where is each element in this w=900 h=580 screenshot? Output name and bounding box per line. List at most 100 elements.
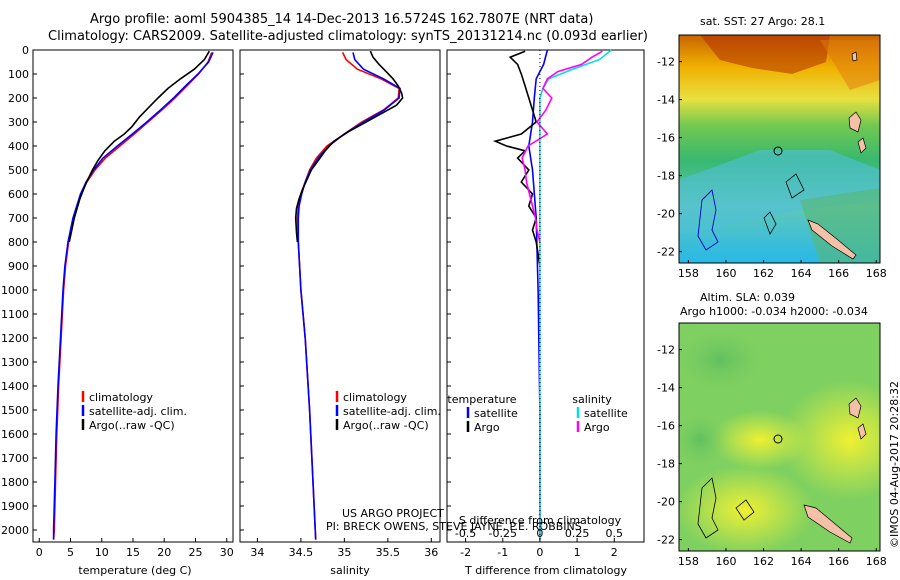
- differences-s-tick-label-4: 0.5: [606, 527, 624, 540]
- sst-green-patch: [800, 188, 880, 263]
- differences-xtick-label-4: 2: [611, 546, 618, 559]
- salinity-legend-label-2: Argo(..raw -QC): [343, 419, 429, 432]
- differences-legend-heading-3: salinity: [572, 393, 612, 406]
- sst-map-xtick-label-0: 158: [678, 267, 699, 280]
- sst-map-ytick-label-2: -16: [657, 132, 675, 145]
- depth-tick-label-13: 1300: [1, 356, 29, 369]
- depth-tick-label-20: 2000: [1, 524, 29, 537]
- depth-tick-label-12: 1200: [1, 332, 29, 345]
- depth-tick-label-15: 1500: [1, 404, 29, 417]
- salinity-xlabel: salinity: [330, 564, 370, 577]
- sla-map-xtick-label-0: 158: [678, 555, 699, 568]
- depth-tick-label-14: 1400: [1, 380, 29, 393]
- temperature-xtick-label-3: 15: [126, 546, 140, 559]
- sla-map-title: Altim. SLA: 0.039: [700, 291, 796, 304]
- temperature-legend-label-1: satellite-adj. clim.: [89, 405, 187, 418]
- sla-map-subtitle: Argo h1000: -0.034 h2000: -0.034: [680, 305, 868, 318]
- depth-tick-label-6: 600: [8, 188, 29, 201]
- sla-contour-west: [697, 477, 719, 539]
- temperature-series-2: [68, 50, 210, 243]
- depth-tick-label-17: 1700: [1, 452, 29, 465]
- sst-map-xtick-label-4: 166: [828, 267, 849, 280]
- sla-map-ytick-label-4: -20: [657, 496, 675, 509]
- difference-panel-frame: [446, 49, 645, 543]
- salinity-series-2: [294, 50, 404, 243]
- depth-tick-label-4: 400: [8, 140, 29, 153]
- differences-s-tick-label-3: 0.25: [565, 527, 590, 540]
- sst-contour-reef: [763, 173, 805, 235]
- salinity-panel-frame: [239, 49, 441, 543]
- salinity-xtick-label-3: 35.5: [376, 546, 401, 559]
- sla-map-ytick-label-0: -12: [657, 344, 675, 357]
- differences-series-3: [521, 50, 603, 243]
- sla-map-xtick-label-3: 164: [791, 555, 812, 568]
- differences-series-1: [492, 50, 541, 267]
- depth-tick-label-0: 0: [22, 44, 29, 57]
- sst-cool-band: [679, 150, 880, 235]
- depth-tick-label-11: 1100: [1, 308, 29, 321]
- depth-tick-label-8: 800: [8, 236, 29, 249]
- land-vanuatu-b: [857, 137, 867, 154]
- sla-land-vanuatu-b: [857, 423, 867, 440]
- sst-map-ytick-label-1: -14: [657, 94, 675, 107]
- temperature-xlabel: temperature (deg C): [78, 564, 191, 577]
- depth-tick-label-9: 900: [8, 260, 29, 273]
- salinity-xtick-label-0: 34: [250, 546, 264, 559]
- sla-contour-reef: [735, 499, 755, 521]
- sla-float-marker: [773, 434, 783, 444]
- sla-map-frame: [678, 322, 881, 552]
- sla-map-ytick-label-2: -16: [657, 420, 675, 433]
- depth-tick-label-7: 700: [8, 212, 29, 225]
- depth-tick-label-3: 300: [8, 116, 29, 129]
- temperature-xtick-label-6: 30: [220, 546, 234, 559]
- temperature-xtick-label-0: 0: [36, 546, 43, 559]
- project-credit: US ARGO PROJECT: [342, 507, 444, 520]
- differences-s-tick-label-0: -0.5: [455, 527, 476, 540]
- depth-tick-label-1: 100: [8, 68, 29, 81]
- salinity-xtick-label-4: 36: [424, 546, 438, 559]
- differences-xlabel-top: S difference from climatology: [459, 514, 622, 527]
- sla-low-west: [679, 410, 730, 470]
- sla-low-north: [679, 325, 770, 395]
- sla-land-new-caledonia: [803, 504, 853, 544]
- depth-tick-label-10: 1000: [1, 284, 29, 297]
- sst-map-title: sat. SST: 27 Argo: 28.1: [700, 15, 826, 28]
- sla-map-xtick-label-2: 162: [753, 555, 774, 568]
- temperature-xtick-label-5: 25: [189, 546, 203, 559]
- sla-map-xtick-label-1: 160: [715, 555, 736, 568]
- sla-map: [679, 323, 880, 551]
- plot-title-line2: Climatology: CARS2009. Satellite-adjuste…: [48, 29, 648, 44]
- sla-map-xtick-label-5: 168: [866, 555, 887, 568]
- differences-s-tick-label-2: 0: [536, 527, 543, 540]
- depth-tick-label-2: 200: [8, 92, 29, 105]
- sst-warm-patch-east: [820, 40, 880, 90]
- sla-high-center: [710, 410, 810, 470]
- depth-tick-label-18: 1800: [1, 476, 29, 489]
- temperature-xtick-label-1: 5: [67, 546, 74, 559]
- sla-map-ytick-label-5: -22: [657, 534, 675, 547]
- sla-land-vanuatu-a: [848, 397, 862, 419]
- temperature-legend-label-2: Argo(..raw -QC): [89, 419, 175, 432]
- land-vanuatu-c: [851, 51, 858, 62]
- temperature-legend-label-0: climatology: [89, 391, 153, 404]
- sst-map-xtick-label-5: 168: [866, 267, 887, 280]
- sst-map: [679, 35, 880, 263]
- temperature-xtick-label-4: 20: [157, 546, 171, 559]
- differences-legend-label-1: satellite: [474, 407, 518, 420]
- sst-contour-west: [697, 189, 719, 251]
- sst-map-ytick-label-4: -20: [657, 208, 675, 221]
- differences-legend-label-5: Argo: [584, 421, 610, 434]
- salinity-legend-label-0: climatology: [343, 391, 407, 404]
- differences-legend-label-2: Argo: [474, 421, 500, 434]
- differences-series-2: [539, 49, 612, 540]
- sst-warm-patch: [700, 35, 830, 74]
- sla-map-xtick-label-4: 166: [828, 555, 849, 568]
- salinity-xtick-label-1: 34.5: [289, 546, 314, 559]
- land-new-caledonia: [807, 219, 857, 260]
- sst-map-xtick-label-3: 164: [791, 267, 812, 280]
- sst-map-ytick-label-5: -22: [657, 246, 675, 259]
- sst-map-frame: [678, 34, 881, 264]
- salinity-xtick-label-2: 35: [337, 546, 351, 559]
- sst-map-xtick-label-2: 162: [753, 267, 774, 280]
